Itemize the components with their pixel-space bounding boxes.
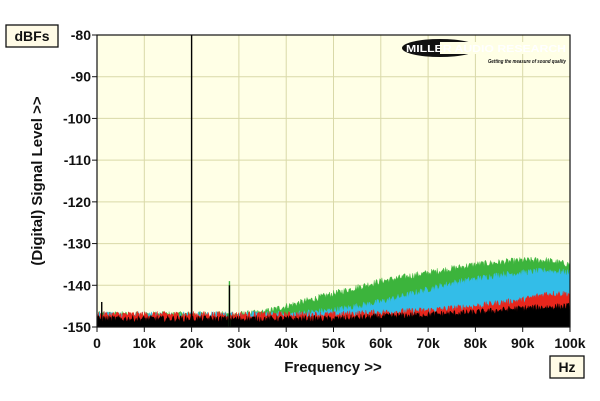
x-tick-label: 50k — [322, 335, 346, 351]
tone-spikes — [101, 35, 231, 327]
y-tick-label: -100 — [63, 110, 91, 126]
x-tick-label: 70k — [416, 335, 440, 351]
y-tick-label: -110 — [64, 152, 91, 168]
x-tick-label: 0 — [93, 335, 101, 351]
x-tick-label: 80k — [464, 335, 488, 351]
y-unit-label: dBFs — [15, 28, 50, 44]
y-tick-label: -120 — [63, 194, 91, 210]
x-tick-label: 30k — [227, 335, 251, 351]
x-tick-label: 20k — [180, 335, 204, 351]
y-tick-label: -150 — [63, 319, 91, 335]
grid-lines — [97, 35, 570, 327]
y-tick-label: -130 — [63, 236, 91, 252]
y-axis-label: (Digital) Signal Level >> — [29, 96, 46, 265]
y-unit-box: dBFs — [5, 24, 59, 48]
x-tick-label: 60k — [369, 335, 393, 351]
miller-audio-research-logo: MILLER AUDIO RESEARCH Getting the measur… — [402, 39, 568, 65]
y-axis-ticks: -80 -90 -100 -110 -120 -130 -140 -150 — [63, 27, 97, 335]
y-tick-label: -80 — [71, 27, 91, 43]
trace-black — [96, 302, 571, 328]
x-unit-box: Hz — [549, 355, 585, 379]
noise-floor-traces — [96, 256, 571, 328]
y-tick-label: -90 — [71, 69, 91, 85]
logo-brand-text: MILLER AUDIO RESEARCH — [406, 43, 566, 55]
logo-tagline: Getting the measure of sound quality — [488, 59, 567, 65]
y-tick-label: -140 — [63, 277, 91, 293]
x-axis-ticks: 0 10k 20k 30k 40k 50k 60k 70k 80k 90k 100k — [93, 327, 586, 351]
x-unit-label: Hz — [558, 359, 575, 375]
x-tick-label: 100k — [554, 335, 585, 351]
x-tick-label: 90k — [511, 335, 535, 351]
x-axis-label: Frequency >> — [284, 359, 382, 376]
x-tick-label: 10k — [133, 335, 157, 351]
x-tick-label: 40k — [275, 335, 299, 351]
